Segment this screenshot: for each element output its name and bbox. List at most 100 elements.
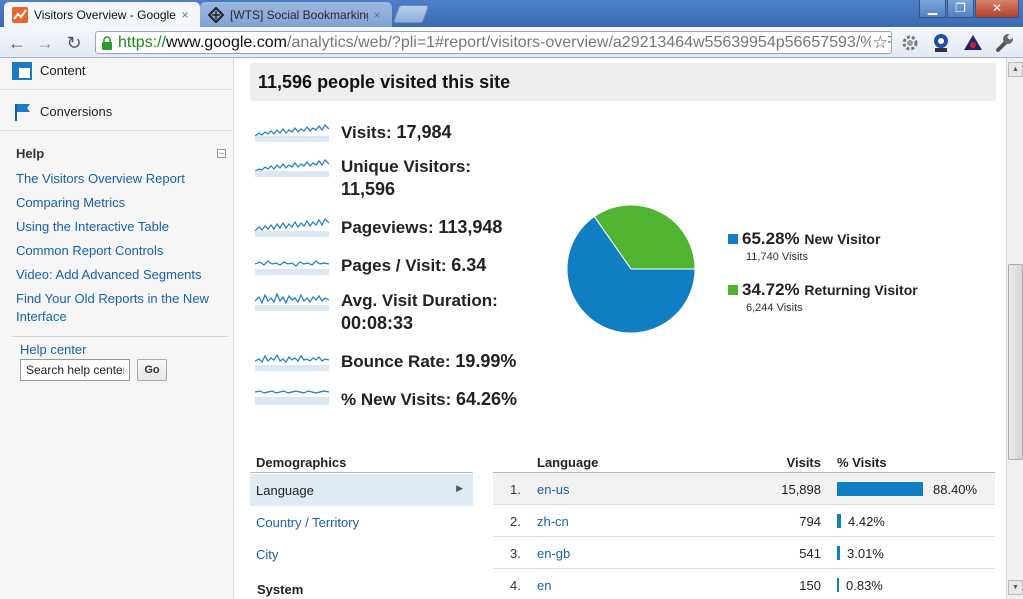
column-header-language[interactable]: Language [537,455,599,470]
legend-count: 6,244 Visits [746,302,803,314]
row-language-link[interactable]: en [537,578,552,593]
content-icon [12,61,32,80]
visitor-type-pie-chart[interactable] [566,204,696,334]
metric-value: 00:08:33 [341,313,414,333]
help-go-button[interactable]: Go [137,359,167,381]
tab-title: [WTS] Social Bookmarking [230,7,368,22]
metric-value: 17,984 [396,122,452,142]
lock-icon [102,36,112,50]
sparkline [255,159,329,177]
tab-close-icon[interactable]: × [181,7,189,22]
tab-visitors-overview[interactable]: Visitors Overview - Google × [4,2,200,27]
metric-label: Pages / Visit: [341,256,447,275]
back-button[interactable]: ← [8,33,26,53]
tab-close-icon[interactable]: × [373,7,381,22]
metric-label: Unique Visitors: [341,157,472,176]
help-links: The Visitors Overview Report Comparing M… [16,170,221,332]
maximize-button[interactable]: ❐ [947,0,974,18]
demographics-item-country[interactable]: Country / Territory [250,506,473,538]
pie-slice-returning-visitor[interactable] [593,204,696,270]
row-pct-bar [837,578,839,592]
chevron-right-icon: ▶ [456,483,463,493]
metric-label: Pageviews: [341,218,434,237]
row-language-link[interactable]: en-us [537,482,570,497]
sidebar-item-content[interactable]: Content [0,52,232,90]
collapse-icon[interactable]: − [217,148,226,158]
demographics-heading: Demographics [256,455,347,470]
table-row: 4. en 150 0.83% [493,569,995,599]
system-heading: System [257,582,304,597]
sparkline [255,292,329,311]
sidebar-item-label: Conversions [40,104,113,119]
demographics-item-label: City [256,547,279,562]
divider [250,472,473,473]
table-row: 3. en-gb 541 3.01% [493,537,995,569]
extension-icon[interactable] [930,32,952,54]
scroll-thumb[interactable] [1008,264,1023,460]
help-heading: Help [16,146,45,161]
url-scheme: https:// [118,33,167,51]
sparkline [255,124,329,142]
row-rank: 3. [510,546,521,561]
legend-pct: 65.28% [742,229,800,248]
row-visits: 15,898 [781,482,821,497]
row-pct: 3.01% [847,546,884,561]
scroll-up-arrow[interactable]: ▲ [1008,62,1023,77]
sidebar-item-label: Content [40,63,86,78]
row-language-link[interactable]: en-gb [537,546,571,561]
legend-label: Returning Visitor [804,282,918,298]
divider [12,336,228,337]
metric-label: Avg. Visit Duration: [341,291,498,310]
tab-title: Visitors Overview - Google [34,7,176,22]
forward-button[interactable]: → [36,33,54,53]
gear-icon[interactable] [899,32,921,54]
row-pct: 4.42% [848,514,885,529]
scroll-down-arrow[interactable]: ▼ [1008,580,1023,595]
help-link[interactable]: Find Your Old Reports in the New Interfa… [16,291,209,324]
metric-value: 11,596 [341,179,396,199]
favicon-wts [208,6,224,23]
column-header-visits[interactable]: Visits [786,455,821,470]
new-tab-button[interactable] [392,5,430,23]
star-icon[interactable]: ☆ [870,33,888,53]
row-visits: 150 [799,578,821,593]
pie-slice-new-visitor[interactable] [566,215,696,334]
help-link[interactable]: Video: Add Advanced Segments [16,267,202,282]
main-content: 11,596 people visited this site Visits: … [240,58,1006,599]
demographics-item-language[interactable]: Language ▶ [250,474,473,506]
reload-button[interactable]: ↻ [66,33,82,53]
help-search-input[interactable] [20,359,130,381]
minimize-button[interactable]: ▁ [919,0,946,18]
demographics-item-city[interactable]: City [250,538,473,570]
table-row: 1. en-us 15,898 88.40% [493,473,995,505]
help-link[interactable]: Using the Interactive Table [16,219,169,234]
metric-label: Visits: [341,123,392,142]
help-link[interactable]: Common Report Controls [16,243,164,258]
vertical-scrollbar[interactable]: ▲ ▼ [1006,58,1023,599]
help-link[interactable]: The Visitors Overview Report [16,171,185,186]
legend-swatch [728,234,738,244]
tab-social-bookmarking[interactable]: [WTS] Social Bookmarking × [200,2,392,27]
column-header-pct-visits[interactable]: % Visits [837,455,887,470]
sidebar: Content Conversions Help − The Visitors … [0,58,234,599]
metric-value: 64.26% [455,389,518,409]
row-pct-bar [837,546,840,560]
language-table: Language Visits % Visits 1. en-us 15,898… [493,448,995,599]
row-pct: 0.83% [846,578,883,593]
metric-value: 6.34 [451,255,487,275]
metric-value: 19.99% [455,351,517,371]
sidebar-item-conversions[interactable]: Conversions [0,93,232,131]
wrench-icon[interactable] [994,32,1016,54]
url-path: /analytics/web/?pli=1#report/visitors-ov… [286,33,892,51]
row-rank: 2. [510,514,521,529]
legend-pct: 34.72% [742,280,800,299]
browser-toolbar: ← → ↻ https://www.google.com/analytics/w… [0,27,1023,58]
close-window-button[interactable]: ✕ [975,0,1019,18]
address-bar[interactable]: https://www.google.com/analytics/web/?pl… [95,31,892,54]
metric-label: % New Visits: [341,390,452,409]
extension-icon-2[interactable] [962,32,984,54]
help-link[interactable]: Comparing Metrics [16,195,126,210]
favicon-analytics [12,6,28,23]
help-center-link[interactable]: Help center [20,342,87,357]
row-language-link[interactable]: zh-cn [537,514,569,529]
